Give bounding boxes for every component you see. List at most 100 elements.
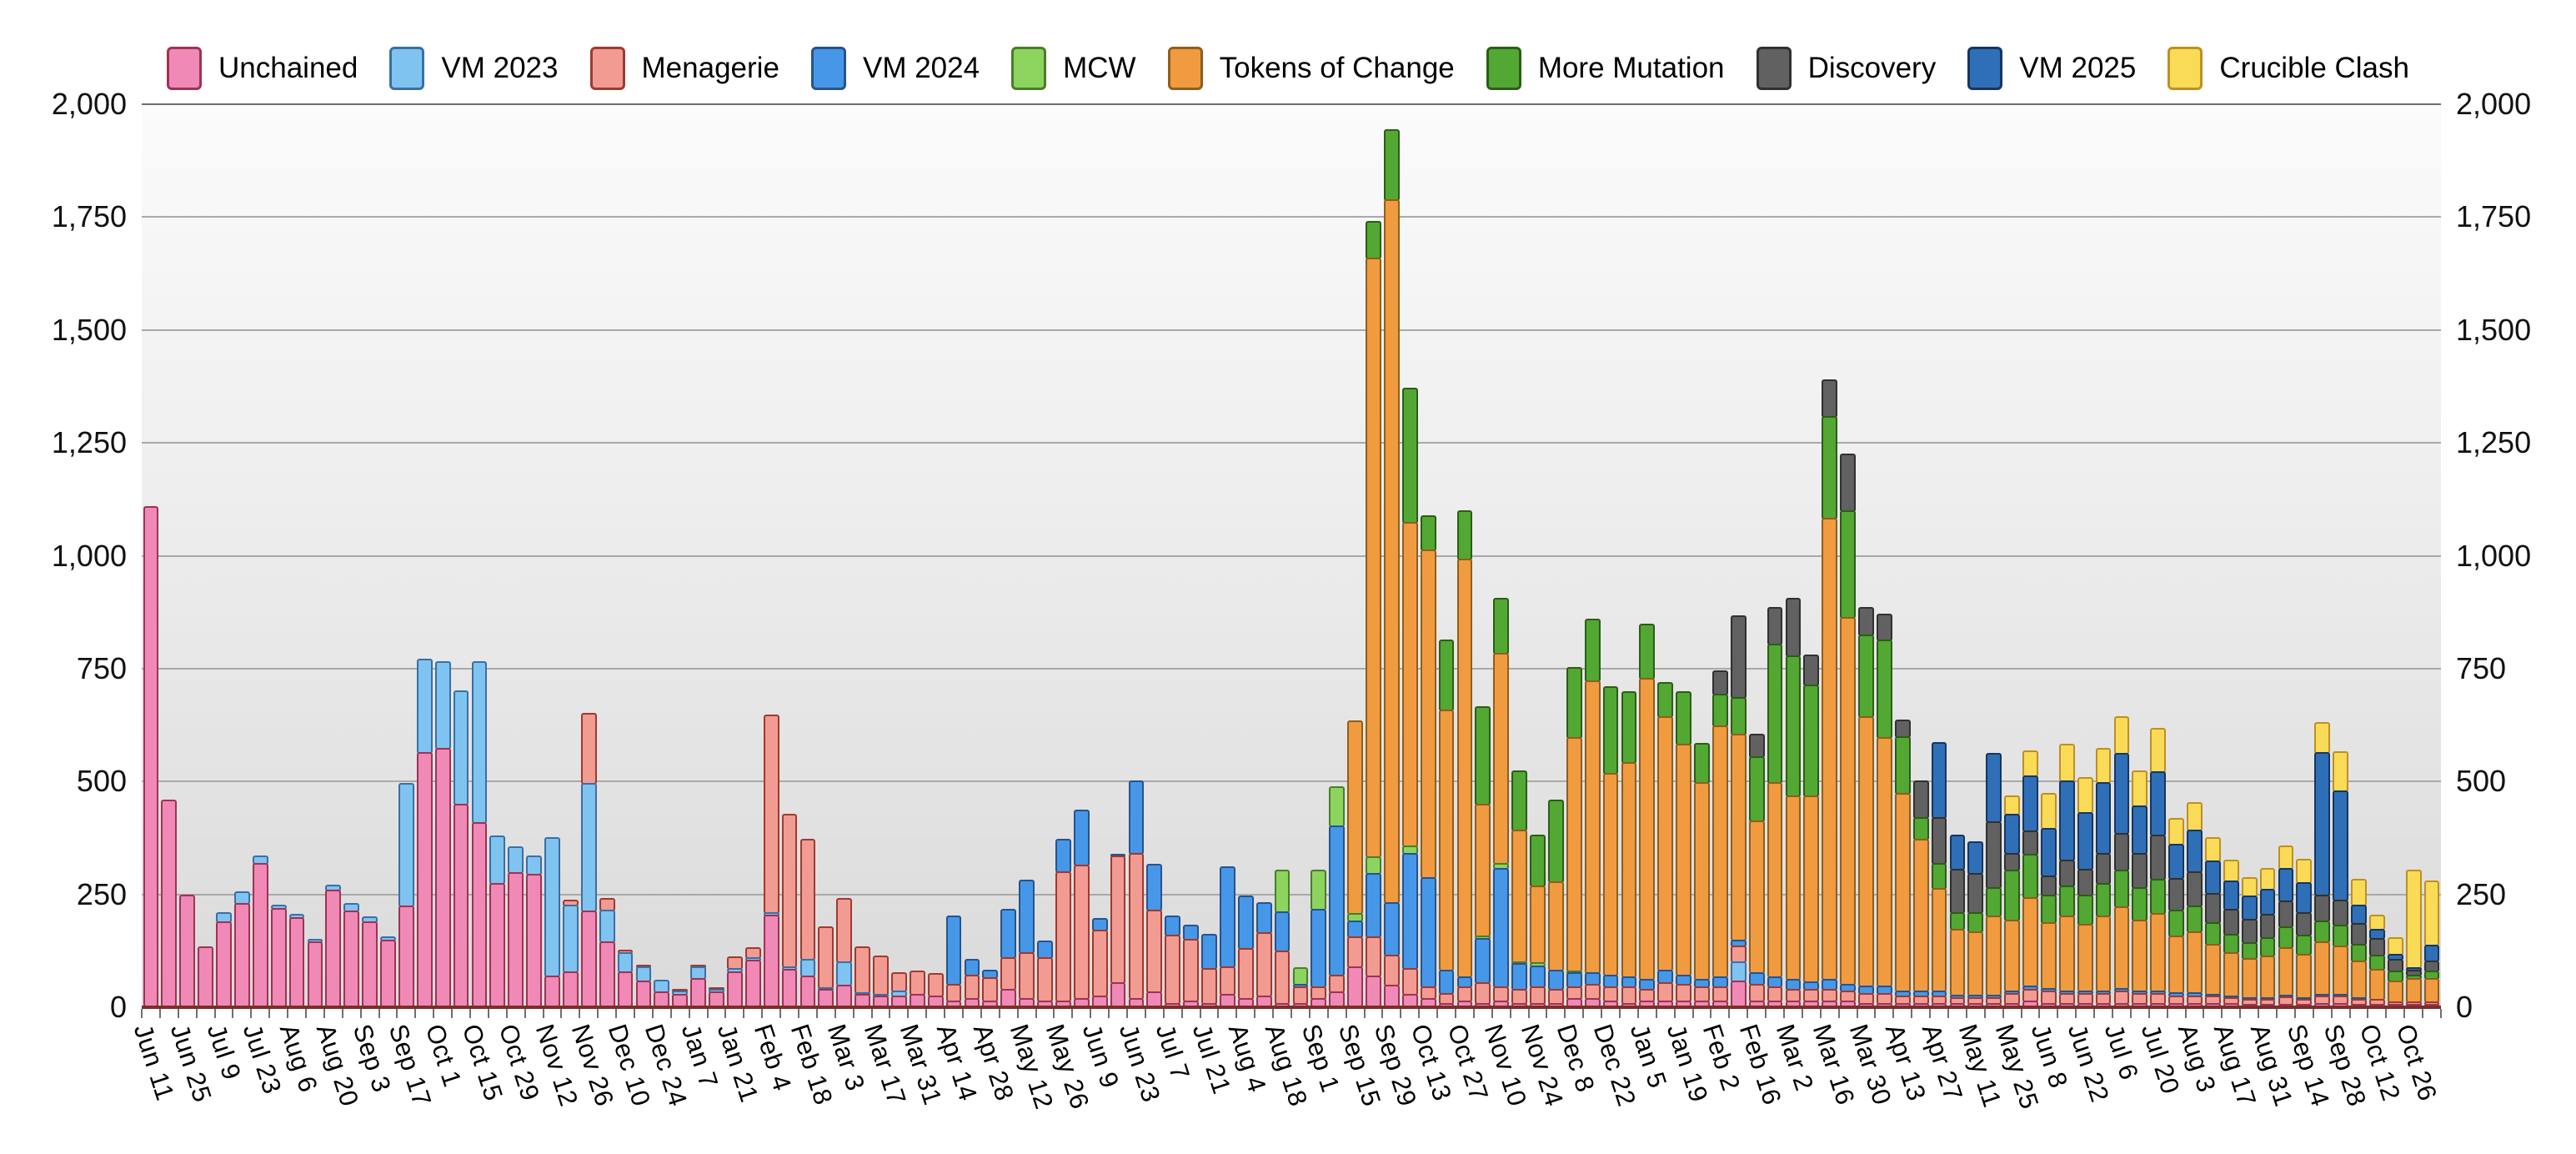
segment-vm-2023 xyxy=(580,783,597,912)
segment-menagerie xyxy=(1511,988,1528,1005)
bar-jul-28 xyxy=(1219,866,1235,1007)
bar-apr-7 xyxy=(927,972,944,1007)
segment-discovery xyxy=(1967,873,1984,915)
segment-discovery xyxy=(1730,615,1747,700)
segment-discovery xyxy=(1822,379,1838,418)
y-axis-label-left: 750 xyxy=(76,650,127,685)
segment-unchained xyxy=(635,980,652,1007)
segment-more-mutation xyxy=(2040,894,2057,924)
bar-may-26 xyxy=(1055,839,1071,1007)
segment-vm-2023 xyxy=(617,952,634,973)
segment-discovery xyxy=(1840,453,1857,513)
segment-vm-2023 xyxy=(508,846,524,874)
legend-item-menagerie: Menagerie xyxy=(589,47,779,90)
bar-apr-21 xyxy=(964,958,980,1007)
segment-unchained xyxy=(179,894,196,1007)
bar-apr-13 xyxy=(1894,720,1911,1007)
x-axis-tick xyxy=(323,1009,325,1018)
gridline-250 xyxy=(142,893,2441,896)
x-axis-tick xyxy=(2239,1009,2242,1018)
segment-menagerie xyxy=(836,897,853,964)
x-axis-tick xyxy=(141,1009,143,1018)
segment-more-mutation xyxy=(2333,925,2349,948)
segment-menagerie xyxy=(1201,968,1217,1005)
segment-unchained xyxy=(489,883,506,1007)
legend-swatch-icon xyxy=(1486,47,1521,90)
segment-unchained xyxy=(325,890,342,1007)
legend-swatch-icon xyxy=(1167,47,1203,90)
x-axis-tick xyxy=(2221,1009,2223,1018)
segment-more-mutation xyxy=(1366,221,1381,260)
segment-discovery xyxy=(1785,598,1802,657)
x-axis-tick xyxy=(1291,1009,1292,1018)
segment-more-mutation xyxy=(2077,894,2093,926)
bar-oct-22 xyxy=(489,835,506,1007)
x-axis-tick xyxy=(2403,1009,2406,1018)
bar-oct-20 xyxy=(1438,639,1455,1007)
bar-feb-23 xyxy=(1767,607,1783,1007)
segment-discovery xyxy=(2187,871,2203,908)
bar-dec-15 xyxy=(1584,619,1601,1007)
y-axis-label-right: 250 xyxy=(2456,876,2507,911)
segment-crucible-clash xyxy=(2004,795,2021,816)
segment-unchained xyxy=(252,862,268,1007)
segment-menagerie xyxy=(854,946,871,994)
segment-vm-2024 xyxy=(1073,810,1090,866)
y-axis-label-left: 1,250 xyxy=(51,425,127,460)
segment-crucible-clash xyxy=(2077,777,2093,814)
x-axis-tick xyxy=(1546,1009,1548,1018)
segment-menagerie xyxy=(1730,945,1747,964)
bar-may-19 xyxy=(1037,941,1053,1007)
segment-menagerie xyxy=(1237,947,1254,1001)
y-axis-label-left: 1,500 xyxy=(51,312,127,347)
x-axis-tick xyxy=(1929,1009,1932,1018)
x-axis-tick xyxy=(1053,1009,1055,1018)
x-axis-tick xyxy=(944,1009,946,1018)
segment-vm-2024 xyxy=(945,916,962,986)
x-axis-tick xyxy=(1837,1009,1840,1018)
legend-item-vm-2025: VM 2025 xyxy=(1967,47,2136,90)
gridline-750 xyxy=(142,667,2441,670)
segment-menagerie xyxy=(1621,986,1637,1005)
segment-unchained xyxy=(1366,976,1381,1007)
segment-crucible-clash xyxy=(2351,879,2367,906)
segment-unchained xyxy=(562,971,579,1007)
bar-jun-23 xyxy=(1128,780,1145,1007)
segment-vm-2024 xyxy=(1128,780,1145,855)
x-axis-tick xyxy=(615,1009,618,1018)
segment-more-mutation xyxy=(2223,933,2239,955)
segment-more-mutation xyxy=(1986,887,2002,917)
segment-more-mutation xyxy=(2150,878,2167,915)
segment-tokens-of-change xyxy=(2095,915,2112,992)
segment-menagerie xyxy=(1110,855,1126,985)
segment-unchained xyxy=(1383,984,1400,1007)
x-axis-tick xyxy=(579,1009,581,1018)
y-axis-label-right: 2,000 xyxy=(2456,87,2532,121)
segment-tokens-of-change xyxy=(1383,199,1400,905)
x-axis-tick xyxy=(1710,1009,1712,1018)
x-axis-tick xyxy=(1747,1009,1749,1018)
x-axis-tick xyxy=(158,1009,161,1018)
bar-jan-12 xyxy=(1657,682,1674,1007)
segment-menagerie xyxy=(763,715,779,914)
x-axis-tick xyxy=(1254,1009,1256,1018)
bar-jul-20 xyxy=(2150,727,2167,1007)
bar-apr-27 xyxy=(1931,741,1947,1007)
segment-vm-2025 xyxy=(2351,904,2367,926)
x-axis-tick xyxy=(2258,1009,2260,1018)
segment-unchained xyxy=(198,946,214,1007)
segment-vm-2025 xyxy=(2223,881,2239,911)
y-axis-label-right: 500 xyxy=(2456,764,2507,799)
segment-discovery xyxy=(2368,938,2385,957)
segment-menagerie xyxy=(1255,931,1272,998)
x-axis-tick xyxy=(2276,1009,2278,1018)
segment-crucible-clash xyxy=(2405,869,2422,969)
segment-discovery xyxy=(2296,911,2313,937)
segment-crucible-clash xyxy=(2022,750,2038,778)
segment-vm-2025 xyxy=(2040,827,2057,878)
segment-tokens-of-change xyxy=(2022,896,2038,988)
bar-feb-16 xyxy=(1748,733,1765,1007)
segment-vm-2024 xyxy=(1493,868,1510,988)
x-axis-tick xyxy=(1491,1009,1493,1018)
x-axis-tick xyxy=(2112,1009,2113,1018)
